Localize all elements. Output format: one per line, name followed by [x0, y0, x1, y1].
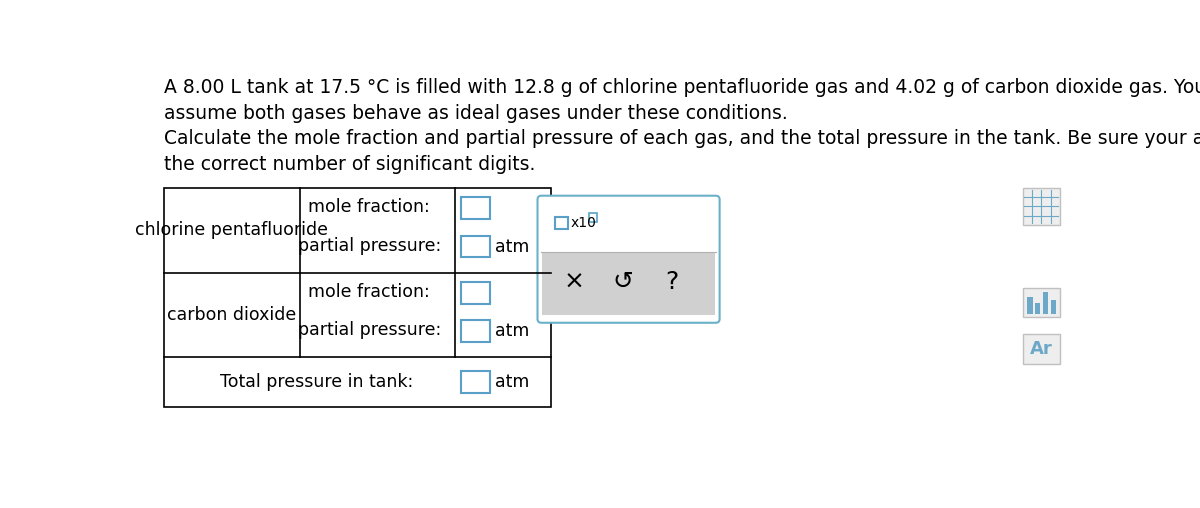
Bar: [1043, 292, 1049, 313]
Bar: [461, 371, 491, 393]
Text: Ar: Ar: [1030, 340, 1052, 358]
Bar: [556, 216, 568, 229]
Text: Total pressure in tank:: Total pressure in tank:: [221, 373, 414, 392]
Bar: [589, 213, 598, 222]
Bar: [1022, 334, 1060, 364]
Bar: [461, 236, 491, 258]
Bar: [461, 197, 491, 219]
Text: chlorine pentafluoride: chlorine pentafluoride: [136, 221, 329, 239]
Bar: [1022, 188, 1060, 225]
Text: A 8.00 L tank at 17.5 °C is filled with 12.8 g of chlorine pentafluoride gas and: A 8.00 L tank at 17.5 °C is filled with …: [164, 78, 1200, 123]
Bar: [164, 188, 552, 407]
Text: partial pressure:: partial pressure:: [298, 322, 440, 339]
FancyBboxPatch shape: [538, 196, 720, 323]
Text: atm: atm: [494, 322, 529, 340]
Bar: [461, 282, 491, 303]
Bar: [1036, 303, 1040, 313]
Bar: [1022, 288, 1060, 318]
Text: Calculate the mole fraction and partial pressure of each gas, and the total pres: Calculate the mole fraction and partial …: [164, 129, 1200, 174]
Bar: [461, 321, 491, 342]
Bar: [542, 252, 715, 315]
Text: mole fraction:: mole fraction:: [308, 198, 431, 216]
Text: atm: atm: [494, 373, 529, 392]
Text: x10: x10: [571, 216, 596, 230]
Text: ?: ?: [665, 270, 678, 294]
Text: mole fraction:: mole fraction:: [308, 283, 431, 301]
Text: atm: atm: [494, 238, 529, 256]
Text: ↺: ↺: [612, 270, 634, 294]
Text: partial pressure:: partial pressure:: [298, 237, 440, 255]
Text: ×: ×: [564, 270, 584, 294]
Bar: [1027, 297, 1033, 313]
Bar: [1050, 300, 1056, 313]
Text: carbon dioxide: carbon dioxide: [167, 306, 296, 324]
